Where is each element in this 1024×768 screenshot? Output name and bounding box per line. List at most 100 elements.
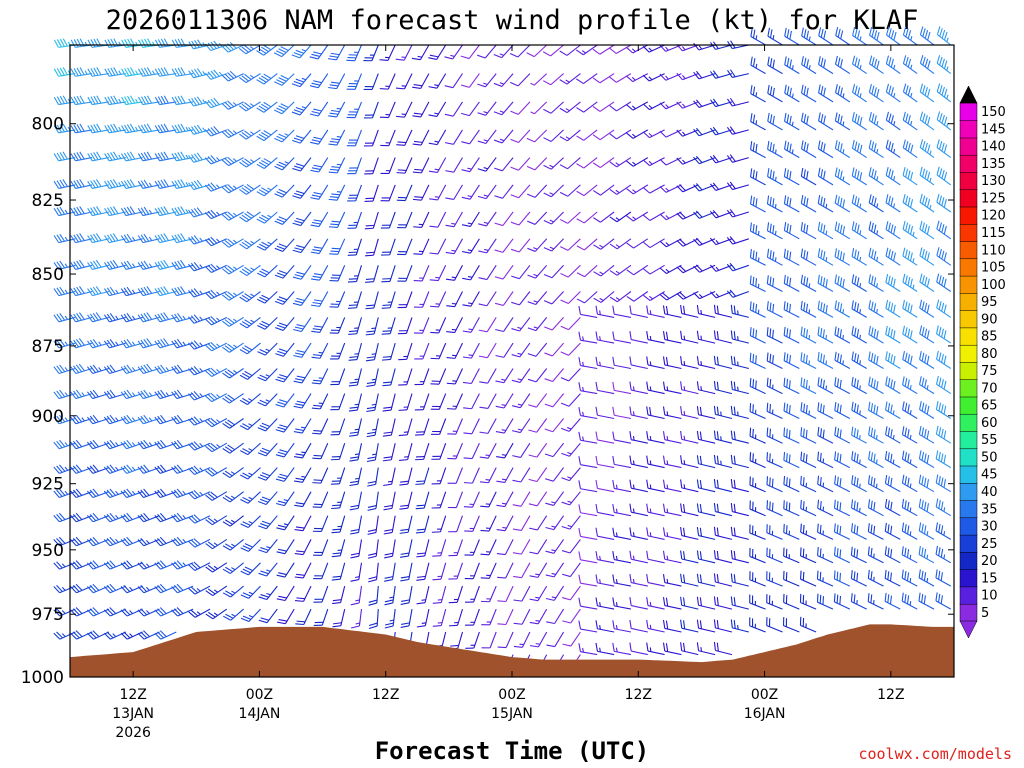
wind-barb: [464, 515, 480, 532]
wind-barb: [560, 291, 581, 305]
wind-barb: [328, 184, 346, 201]
wind-barb: [713, 405, 733, 420]
wind-barb: [497, 562, 514, 579]
wind-barb: [542, 44, 564, 57]
wind-barb: [885, 401, 901, 419]
wind-barb: [833, 523, 851, 540]
wind-barb: [446, 291, 463, 308]
wind-barb: [256, 184, 278, 197]
wind-barb: [397, 317, 413, 335]
wind-barb: [696, 619, 716, 633]
wind-barb: [462, 265, 480, 281]
wind-barb: [543, 157, 564, 170]
wind-barb: [347, 238, 363, 256]
wind-barb: [275, 418, 295, 433]
wind-barb: [431, 515, 447, 533]
wind-barb: [526, 129, 548, 143]
wind-barb: [477, 184, 497, 200]
wind-barb: [576, 184, 598, 197]
wind-barb: [349, 491, 363, 511]
colorbar-swatch: [959, 379, 978, 398]
wind-barb: [240, 608, 261, 623]
wind-barb: [936, 273, 952, 292]
wind-barb: [412, 101, 430, 118]
wind-barb: [595, 597, 615, 610]
wind-barb: [512, 467, 531, 483]
colorbar-swatch: [959, 603, 978, 622]
wind-barb: [276, 539, 295, 555]
wind-barb: [799, 616, 817, 633]
wind-barb: [767, 112, 783, 131]
wind-barb: [545, 467, 565, 482]
wind-barb: [461, 184, 480, 200]
wind-barb: [529, 631, 548, 648]
colorbar-label: 100: [981, 278, 1006, 293]
wind-barb: [513, 585, 531, 602]
wind-barb: [380, 129, 396, 147]
wind-barb: [188, 179, 211, 191]
wind-barb: [120, 536, 143, 547]
wind-barb: [205, 585, 228, 597]
wind-barb: [478, 238, 497, 254]
wind-barb: [70, 151, 93, 162]
wind-barb: [204, 341, 228, 352]
wind-barb: [464, 562, 480, 580]
wind-barb: [395, 101, 413, 118]
wind-barb: [292, 238, 312, 254]
wind-barb: [222, 585, 244, 598]
wind-barb: [783, 195, 800, 213]
wind-barb: [680, 430, 699, 444]
wind-barb: [527, 368, 548, 383]
credit-link[interactable]: coolwx.com/models: [858, 745, 1012, 763]
colorbar-swatch: [959, 292, 978, 311]
wind-barb: [578, 382, 598, 395]
wind-barb: [528, 467, 548, 483]
wind-barb: [642, 129, 665, 139]
wind-barb: [800, 222, 817, 240]
wind-barb: [86, 560, 110, 570]
wind-barb: [766, 500, 783, 517]
wind-barb: [817, 523, 834, 540]
colorbar-label: 25: [981, 537, 998, 552]
wind-barb: [784, 140, 800, 159]
wind-barb: [730, 330, 749, 344]
wind-barb: [730, 479, 749, 493]
wind-barb: [834, 451, 851, 469]
wind-barb: [612, 574, 632, 587]
wind-barb: [782, 617, 800, 633]
wind-barb: [659, 211, 682, 221]
wind-barb: [70, 123, 93, 134]
wind-barb: [188, 465, 211, 476]
wind-barb: [364, 211, 379, 230]
wind-barb: [328, 129, 346, 146]
wind-barb: [713, 430, 733, 444]
wind-barb: [188, 489, 211, 500]
wind-barb: [292, 291, 312, 306]
wind-barb: [676, 184, 699, 193]
wind-barb: [850, 546, 867, 564]
wind-barb: [626, 73, 649, 83]
wind-barb: [396, 184, 413, 202]
wind-barb: [817, 377, 834, 395]
wind-barb: [626, 264, 649, 276]
wind-barb: [87, 233, 110, 244]
wind-barb: [884, 522, 901, 540]
wind-barb: [311, 393, 329, 410]
y-tick-label: 850: [32, 265, 64, 285]
wind-barb: [595, 479, 615, 493]
wind-barb: [477, 129, 497, 145]
wind-barb: [239, 238, 261, 250]
wind-barb: [851, 221, 867, 240]
wind-barb: [104, 259, 126, 270]
wind-barb: [221, 70, 244, 82]
wind-barb: [680, 642, 699, 656]
wind-barb: [901, 592, 918, 610]
wind-barb: [137, 537, 160, 547]
wind-barb: [662, 574, 682, 587]
wind-barb: [800, 427, 817, 444]
wind-barb: [868, 111, 884, 131]
wind-barb: [918, 592, 935, 610]
wind-barb: [767, 168, 783, 186]
wind-barb: [646, 431, 665, 444]
wind-barb: [512, 539, 531, 555]
